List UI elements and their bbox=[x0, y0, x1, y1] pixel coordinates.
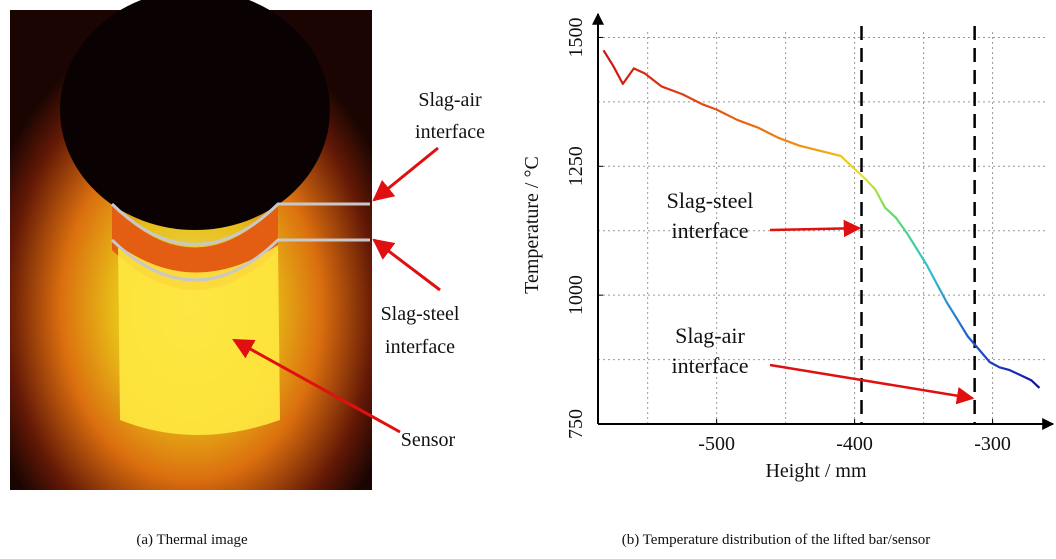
label: Sensor bbox=[401, 429, 456, 451]
label: interface bbox=[385, 336, 455, 358]
thermal-image bbox=[10, 0, 441, 490]
x-tick-label: -300 bbox=[974, 433, 1011, 455]
caption: (a) Thermal image bbox=[136, 532, 248, 548]
x-axis-label: Height / mm bbox=[765, 460, 867, 482]
y-tick-label: 1000 bbox=[565, 275, 587, 315]
y-tick-label: 1500 bbox=[565, 17, 587, 57]
annotation: interface bbox=[672, 353, 749, 378]
x-tick-label: -400 bbox=[836, 433, 873, 455]
y-tick-label: 1250 bbox=[565, 146, 587, 186]
caption: (b) Temperature distribution of the lift… bbox=[622, 532, 931, 548]
temperature-line bbox=[602, 49, 1041, 389]
annotation: interface bbox=[672, 218, 749, 243]
label: interface bbox=[415, 121, 485, 143]
annotation-arrow bbox=[769, 219, 862, 238]
annotation: Slag-steel bbox=[667, 188, 754, 213]
x-tick-label: -500 bbox=[698, 433, 735, 455]
y-axis-label: Temperature / °C bbox=[521, 156, 543, 294]
label: Slag-steel bbox=[381, 303, 460, 325]
annotation-arrow bbox=[769, 363, 975, 405]
label: Slag-air bbox=[418, 89, 482, 111]
annotation: Slag-air bbox=[675, 323, 745, 348]
y-tick-label: 750 bbox=[565, 409, 587, 439]
